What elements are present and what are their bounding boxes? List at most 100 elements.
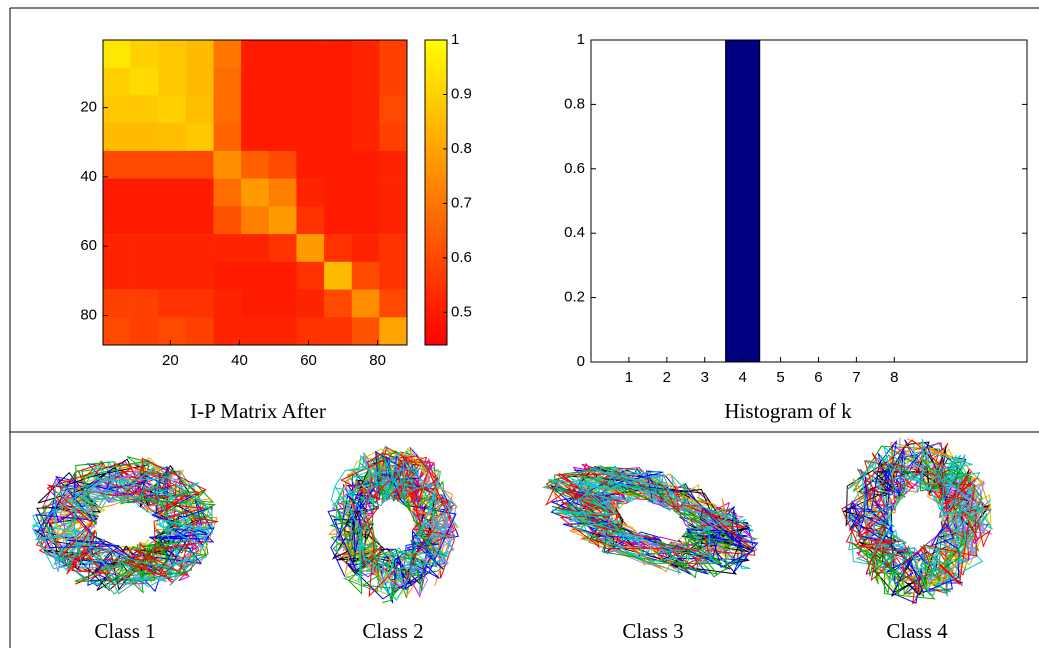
heatmap-cell <box>379 178 408 207</box>
heatmap-cell <box>103 317 131 346</box>
structure-trace <box>31 462 213 588</box>
heatmap-cell <box>241 67 270 96</box>
heatmap-cell <box>130 67 159 96</box>
heatmap-cell <box>185 261 214 290</box>
heatmap-cell <box>268 40 297 69</box>
heatmap-cell <box>185 234 214 263</box>
colorbar-tick-label: 0.8 <box>451 140 472 157</box>
heatmap-cell <box>213 317 242 346</box>
heatmap-cell <box>379 289 408 318</box>
heatmap-cell <box>103 261 131 290</box>
colorbar-tick-label: 0.9 <box>451 85 472 102</box>
structure-images <box>31 437 994 605</box>
heatmap-cell <box>103 234 131 263</box>
structure-trace <box>35 467 215 576</box>
heatmap-cell <box>296 317 325 346</box>
class-caption: Class 1 <box>94 619 155 643</box>
heatmap-cell <box>324 206 353 235</box>
heatmap-cell <box>103 289 131 318</box>
x-tick-label: 2 <box>663 369 671 386</box>
heatmap-cell <box>379 95 408 124</box>
y-tick-label: 60 <box>80 237 97 254</box>
heatmap-cell <box>379 261 408 290</box>
heatmap-cell <box>296 40 325 69</box>
heatmap-cell <box>324 40 353 69</box>
heatmap-cell <box>130 178 159 207</box>
heatmap-cell <box>130 123 159 152</box>
x-tick-label: 7 <box>852 369 860 386</box>
heatmap-cell <box>103 95 131 124</box>
heatmap-cell <box>296 150 325 179</box>
structure-trace <box>548 464 732 564</box>
heatmap-cell <box>241 261 270 290</box>
x-tick-label: 20 <box>162 352 179 369</box>
heatmap-cell <box>185 206 214 235</box>
heatmap-cell <box>379 150 408 179</box>
heatmap-cell <box>379 67 408 96</box>
x-tick-label: 40 <box>231 352 248 369</box>
structure-trace <box>335 452 448 603</box>
heatmap-cell <box>241 123 270 152</box>
heatmap-cell <box>213 67 242 96</box>
heatmap-cell <box>324 261 353 290</box>
heatmap-cell <box>241 178 270 207</box>
heatmap-cell <box>268 206 297 235</box>
heatmap-cell <box>324 317 353 346</box>
axes-box <box>102 39 408 346</box>
heatmap-cell <box>130 289 159 318</box>
heatmap-cell <box>324 67 353 96</box>
colorbar-tick-label: 0.7 <box>451 194 472 211</box>
heatmap-cell <box>130 317 159 346</box>
heatmap-cell <box>351 40 380 69</box>
heatmap-cell <box>324 234 353 263</box>
heatmap-cell <box>351 95 380 124</box>
heatmap-cell <box>158 178 187 207</box>
heatmap-cell <box>379 123 408 152</box>
structure-trace <box>332 445 441 593</box>
x-tick-label: 3 <box>701 369 709 386</box>
heatmap-cell <box>324 95 353 124</box>
heatmap-cell <box>103 178 131 207</box>
structure-trace <box>350 452 458 597</box>
heatmap-cell <box>268 150 297 179</box>
heatmap-cell <box>241 206 270 235</box>
y-tick-label: 0 <box>577 353 585 370</box>
heatmap-cell <box>158 95 187 124</box>
y-tick-label: 40 <box>80 168 97 185</box>
heatmap-cell <box>158 261 187 290</box>
x-tick-label: 4 <box>738 369 746 386</box>
heatmap-cell <box>351 261 380 290</box>
heatmap-cell <box>185 40 214 69</box>
structure-trace <box>41 460 210 585</box>
heatmap-cell <box>241 234 270 263</box>
heatmap-cell <box>103 67 131 96</box>
heatmap-cell <box>213 289 242 318</box>
heatmap-cell <box>351 150 380 179</box>
heatmap-cell <box>324 123 353 152</box>
heatmap-cell <box>379 206 408 235</box>
colorbar-tick-label: 0.5 <box>451 303 472 320</box>
heatmap-cell <box>241 95 270 124</box>
heatmap-cell <box>351 206 380 235</box>
heatmap-cell <box>351 178 380 207</box>
y-tick-label: 1 <box>577 31 585 48</box>
heatmap-cell <box>213 178 242 207</box>
heatmap-cell <box>103 40 131 69</box>
heatmap-cell <box>130 40 159 69</box>
heatmap-cell <box>130 95 159 124</box>
heatmap-cell <box>379 40 408 69</box>
heatmap-cell <box>158 317 187 346</box>
class-caption: Class 4 <box>886 619 948 643</box>
heatmap-cell <box>268 289 297 318</box>
heatmap-cell <box>103 206 131 235</box>
x-tick-label: 6 <box>814 369 822 386</box>
structure-trace <box>46 457 219 586</box>
class-caption: Class 3 <box>622 619 683 643</box>
heatmap-cell <box>268 261 297 290</box>
heatmap-cell <box>268 95 297 124</box>
heatmap-cell <box>158 206 187 235</box>
heatmap-cell <box>324 178 353 207</box>
heatmap-cell <box>296 234 325 263</box>
colorbar <box>424 39 448 346</box>
